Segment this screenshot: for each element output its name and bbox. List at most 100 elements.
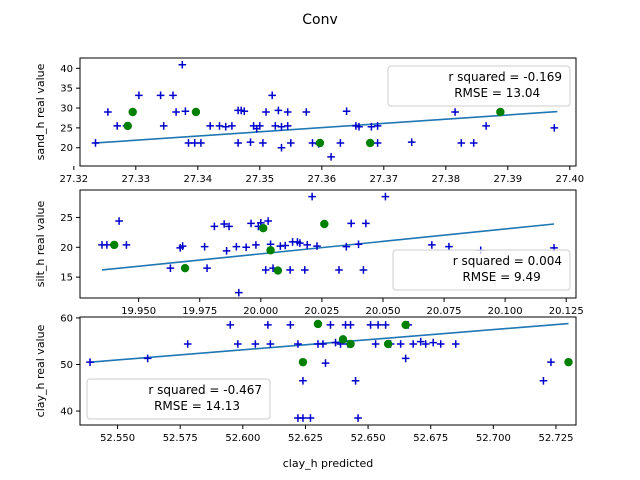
silt-axes-frame <box>79 189 577 299</box>
silt-plus-point <box>203 264 211 272</box>
clay-plus-point <box>539 376 548 385</box>
silt-x-tick-label: 20.075 <box>427 306 462 317</box>
sand-legend-box <box>387 65 571 107</box>
clay-y-tick-label: 40 <box>60 407 73 418</box>
clay-legend-rmse: RMSE = 14.13 <box>154 399 240 413</box>
sand-y-tick-label: 30 <box>60 104 73 115</box>
sand-x-tick-label: 27.37 <box>369 174 398 185</box>
silt-dot-point <box>259 223 268 233</box>
silt-plus-point <box>296 239 304 247</box>
silt-plus-point <box>347 219 356 228</box>
silt-plus-point <box>225 222 233 231</box>
sand-dot-point <box>315 138 325 148</box>
silt-plus-point <box>103 241 111 249</box>
clay-plus-point <box>346 321 355 329</box>
silt-plus-point <box>220 220 228 228</box>
sand-x-tick-label: 27.33 <box>121 174 150 185</box>
clay-y-axis-label: clay_h real value <box>34 324 47 417</box>
sand-plus-point <box>240 107 249 116</box>
sand-dot-point <box>496 107 505 117</box>
clay-x-tick-label: 52.625 <box>288 433 323 444</box>
sand-plus-point <box>172 108 180 116</box>
silt-dot-point <box>273 266 283 275</box>
silt-plus-point <box>166 264 175 272</box>
silt-x-tick-label: 19.950 <box>121 306 156 317</box>
clay-dot-point <box>298 357 308 367</box>
sand-plus-point <box>104 108 112 116</box>
sand-plus-point <box>262 108 270 116</box>
sand-panel: 27.32 27.33 27.34 27.35 27.36 27.37 27.38 27.39… <box>34 57 584 185</box>
silt-panel: 19.950 19.975 20.000 20.025 20.050 20.075 20.1… <box>34 189 584 317</box>
silt-dot-point <box>110 240 119 250</box>
silt-plus-point <box>252 241 260 249</box>
sand-plus-point <box>550 124 559 132</box>
silt-fit-line <box>101 223 555 271</box>
sand-legend-rmse: RMSE = 13.04 <box>454 86 540 100</box>
sand-y-tick-label: 35 <box>60 84 73 95</box>
silt-y-tick-label: 15 <box>60 273 73 284</box>
silt-plus-point <box>247 219 255 228</box>
sand-dot-point <box>191 107 201 117</box>
clay-panel: 52.550 52.575 52.600 52.625 52.650 52.675 52.7… <box>34 313 577 470</box>
sand-plus-point <box>274 106 283 115</box>
silt-plus-point <box>354 240 363 249</box>
sand-axes-frame <box>79 57 577 167</box>
silt-plus-point <box>210 222 219 231</box>
silt-legend-rmse: RMSE = 9.49 <box>462 270 540 284</box>
silt-plus-point <box>261 266 270 274</box>
silt-plus-point <box>115 217 123 225</box>
sand-y-axis-label: sand_h real value <box>34 63 47 160</box>
clay-plus-point <box>451 340 460 348</box>
clay-axes-frame <box>79 316 577 426</box>
clay-x-tick-label: 52.650 <box>351 433 386 444</box>
silt-plus-point <box>122 241 131 249</box>
silt-plus-point <box>335 266 343 274</box>
clay-dot-point <box>338 335 348 344</box>
sand-plus-point <box>259 139 267 147</box>
sand-y-tick-label: 20 <box>60 143 73 154</box>
clay-plus-point <box>234 340 242 348</box>
clay-dot-point <box>401 320 410 330</box>
silt-x-tick-label: 20.050 <box>365 306 400 317</box>
silt-plus-point <box>303 241 312 249</box>
sand-plus-point <box>206 122 214 130</box>
clay-plus-point <box>226 321 235 329</box>
sand-plus-point <box>113 122 121 130</box>
clay-plus-point <box>381 321 390 329</box>
sand-x-tick-label: 27.35 <box>245 174 274 185</box>
sand-plus-point <box>246 138 255 146</box>
silt-plus-point <box>178 242 187 250</box>
sand-plus-point <box>373 122 382 130</box>
sand-plus-point <box>373 139 382 147</box>
sand-legend-rsquared: r squared = -0.169 <box>448 70 562 84</box>
sand-dot-point <box>128 107 137 117</box>
sand-x-tick-label: 27.32 <box>59 174 88 185</box>
sand-plus-point <box>228 122 236 130</box>
silt-plus-point <box>445 242 453 251</box>
clay-x-tick-label: 52.600 <box>225 433 260 444</box>
clay-x-tick-label: 52.550 <box>100 433 135 444</box>
silt-x-tick-label: 20.025 <box>304 306 339 317</box>
sand-y-tick-label: 25 <box>60 123 73 134</box>
sand-plus-point <box>342 107 351 116</box>
clay-plus-point <box>436 340 445 348</box>
clay-plus-point <box>374 321 382 329</box>
clay-plus-point <box>286 321 295 329</box>
figure-title: Conv <box>302 12 338 28</box>
sand-dot-point <box>123 121 132 131</box>
silt-plus-point <box>264 217 272 225</box>
clay-plus-point <box>371 340 380 348</box>
sand-plus-point <box>457 139 466 147</box>
silt-plus-point <box>242 243 250 252</box>
sand-plus-point <box>277 143 286 152</box>
sand-plus-point <box>215 122 224 130</box>
clay-plus-point <box>429 338 438 347</box>
clay-plus-point <box>351 376 360 385</box>
silt-x-tick-label: 20.125 <box>549 306 584 317</box>
silt-x-tick-label: 20.000 <box>243 306 278 317</box>
silt-plus-point <box>381 192 390 201</box>
sand-x-tick-label: 27.39 <box>493 174 522 185</box>
clay-plus-point <box>319 340 327 348</box>
sand-plus-point <box>268 91 276 100</box>
silt-y-tick-label: 20 <box>60 243 73 254</box>
